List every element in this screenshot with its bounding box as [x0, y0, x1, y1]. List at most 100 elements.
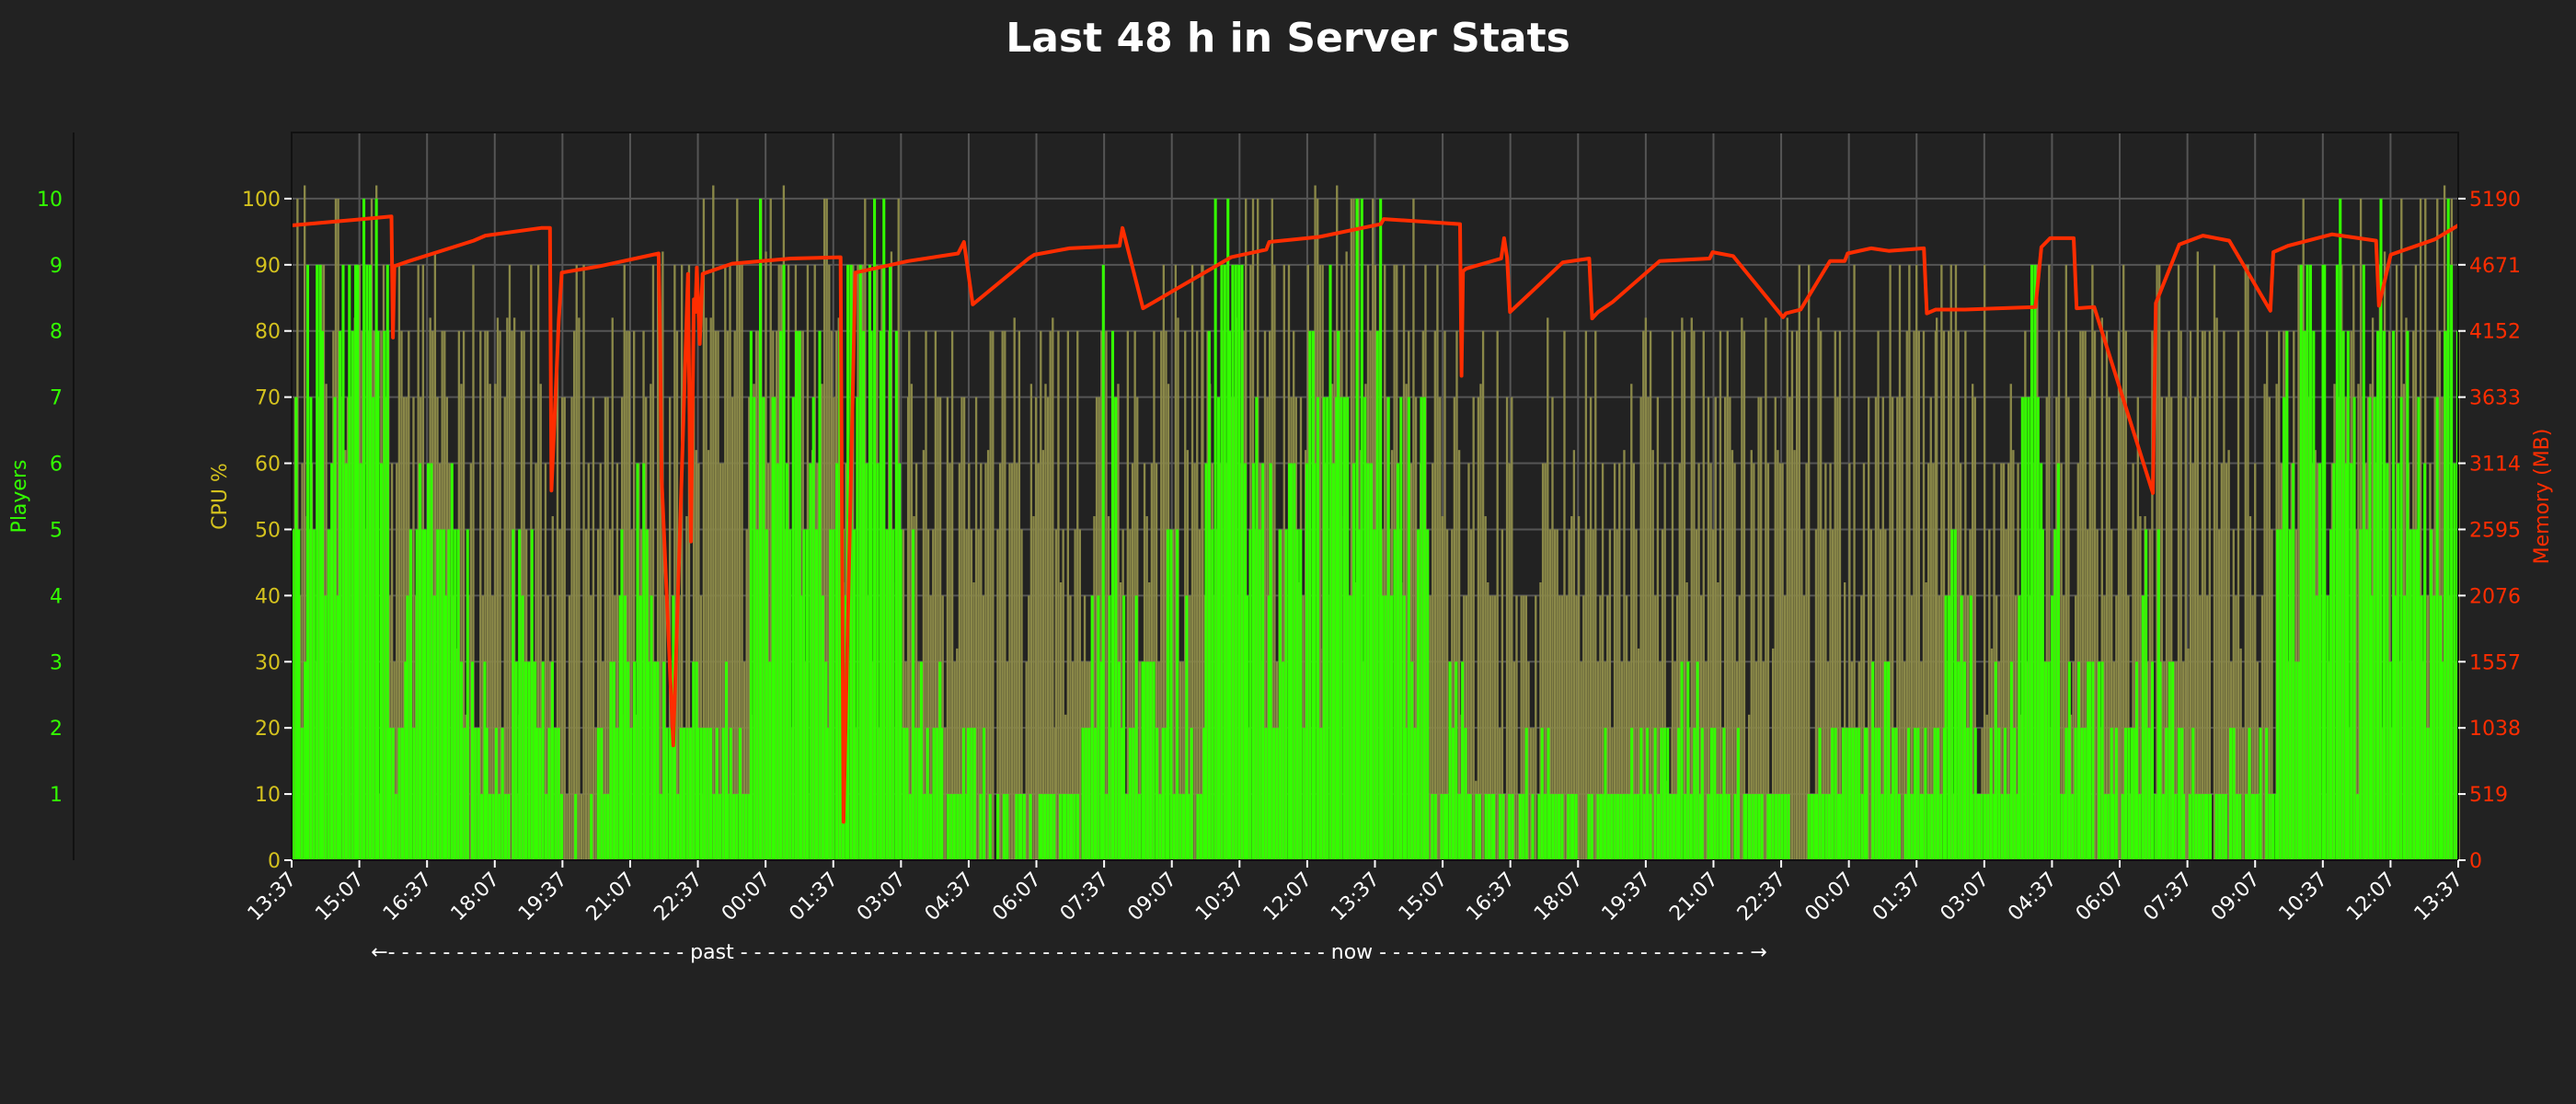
cpu-bar — [946, 397, 949, 860]
cpu-bar — [632, 330, 636, 860]
cpu-bar — [1436, 397, 1439, 860]
cpu-bar — [1905, 330, 1908, 860]
players-bar — [1122, 595, 1126, 860]
cpu-bar — [1529, 728, 1533, 860]
players-bar — [2201, 794, 2204, 860]
players-bar — [1355, 198, 1359, 861]
cpu-bar — [965, 529, 968, 860]
cpu-bar — [697, 463, 700, 860]
players-bar — [996, 794, 1000, 860]
cpu-bar — [1881, 397, 1884, 860]
cpu-bar — [685, 516, 688, 860]
players-bar — [1248, 529, 1252, 860]
players-bar — [2056, 463, 2060, 860]
players-bar — [609, 661, 613, 860]
players-bar — [1386, 397, 1390, 860]
cpu-bar — [2170, 397, 2173, 860]
cpu-bar — [2225, 463, 2228, 860]
players-bar — [1204, 463, 1208, 860]
memory-axis-ticks: 0 519 1038 1557 2076 2595 3114 3633 4152 4671 5190 — [2458, 189, 2521, 873]
cpu-bar — [587, 463, 590, 860]
cpu-bar — [922, 450, 926, 860]
players-bar — [1892, 728, 1895, 860]
players-bar — [1622, 794, 1626, 860]
players-bar — [1834, 728, 1837, 860]
players-bar — [1227, 330, 1232, 860]
players-bar — [574, 794, 578, 860]
cpu-bar — [1917, 330, 1920, 860]
cpu-bar — [370, 198, 374, 861]
players-bar — [970, 728, 973, 860]
cpu-bar — [615, 463, 619, 860]
cpu-bar — [738, 264, 742, 860]
players-bar — [2379, 198, 2383, 861]
players-bar — [483, 661, 487, 860]
players-bar — [919, 661, 923, 860]
players-bar — [696, 728, 700, 860]
players-bar — [1052, 794, 1056, 860]
players-bar — [2083, 728, 2087, 860]
cpu-bar — [825, 198, 828, 861]
cpu-bar — [2256, 661, 2259, 860]
players-bar — [1070, 794, 1074, 860]
players-bar — [1724, 794, 1728, 860]
cpu-tick-label: 40 — [255, 585, 281, 608]
cpu-bar — [2091, 264, 2094, 860]
cpu-bar — [1932, 463, 1935, 860]
players-bar — [408, 529, 412, 860]
cpu-tick-label: 80 — [255, 321, 281, 344]
players-bar — [2214, 794, 2218, 860]
cpu-bar — [2103, 595, 2106, 860]
players-bar — [1231, 264, 1235, 860]
cpu-bar — [937, 397, 939, 860]
players-bar — [514, 661, 518, 860]
cpu-bar — [390, 463, 394, 860]
players-bar — [729, 728, 732, 860]
players-bar — [1125, 794, 1129, 860]
players-bar — [959, 794, 962, 860]
players-bar — [2221, 794, 2225, 860]
players-bar — [423, 529, 427, 860]
players-bar — [2355, 794, 2359, 860]
cpu-bar — [1632, 463, 1636, 860]
cpu-bar — [950, 330, 954, 860]
players-bar — [507, 794, 511, 860]
players-bar — [2191, 728, 2195, 860]
cpu-bar — [496, 317, 500, 860]
cpu-bar — [2105, 330, 2109, 860]
cpu-bar — [958, 463, 961, 860]
players-bar — [2198, 794, 2202, 860]
cpu-bar — [499, 330, 501, 860]
players-bar — [1511, 794, 1514, 860]
cpu-bar — [2196, 251, 2199, 860]
players-bar — [1865, 728, 1869, 860]
players-bar — [1105, 794, 1109, 860]
players-bar — [454, 529, 457, 860]
cpu-bar — [1487, 581, 1489, 860]
players-bar — [320, 330, 324, 860]
players-bar — [1316, 397, 1319, 860]
cpu-bar — [2124, 330, 2127, 860]
players-bar — [688, 728, 692, 860]
cpu-bar — [974, 397, 978, 860]
players-bar — [1966, 728, 1970, 860]
players-bar — [341, 264, 345, 860]
cpu-bar — [1162, 264, 1166, 860]
cpu-bar — [575, 264, 578, 860]
memory-tick-label: 0 — [2469, 850, 2482, 873]
players-bar — [1689, 794, 1693, 860]
players-bar — [1831, 728, 1834, 860]
players-bar — [470, 661, 474, 860]
players-tick-label: 2 — [50, 718, 63, 741]
cpu-bar — [337, 198, 339, 861]
players-bar — [450, 463, 454, 860]
cpu-bar — [1046, 397, 1050, 860]
cpu-bar — [1711, 529, 1715, 860]
players-bar — [923, 794, 926, 860]
players-bar — [1492, 794, 1496, 860]
cpu-bar — [925, 330, 927, 860]
cpu-bar — [2305, 330, 2307, 860]
cpu-bar — [1451, 529, 1454, 860]
cpu-bar — [1877, 330, 1880, 860]
cpu-bar — [724, 264, 727, 860]
